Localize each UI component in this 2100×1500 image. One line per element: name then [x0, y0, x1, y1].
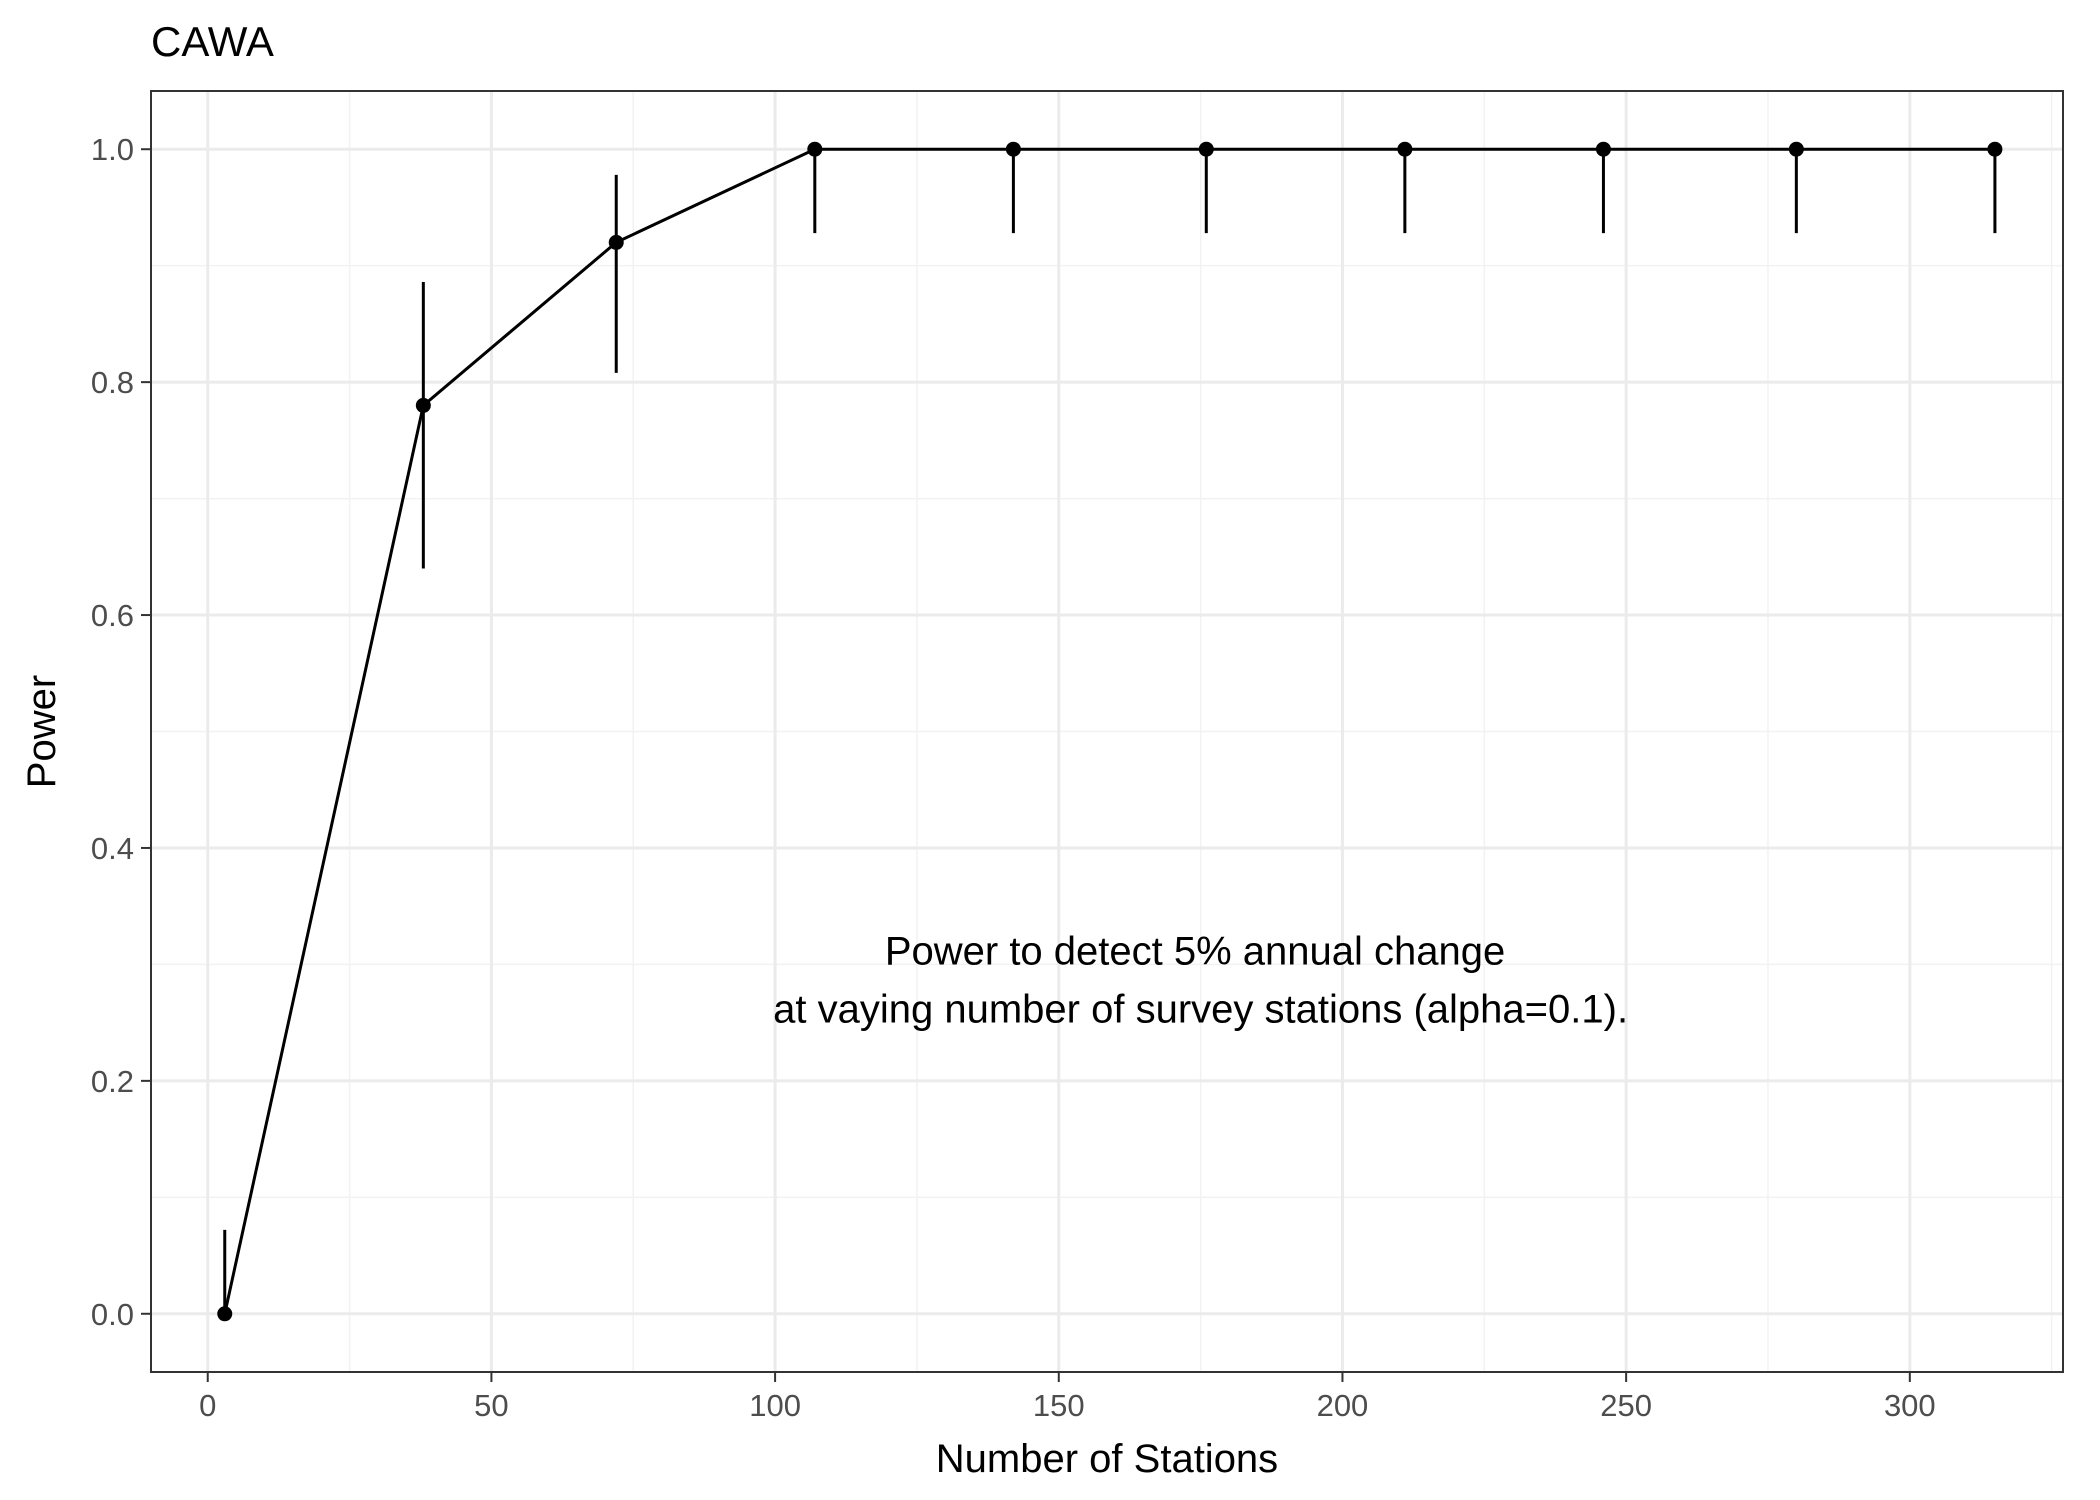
- data-point: [415, 397, 431, 413]
- annotation-line-2: at vaying number of survey stations (alp…: [773, 988, 1628, 1032]
- panel-border: [150, 90, 2064, 1373]
- series-line: [223, 147, 1995, 1315]
- y-axis-title: Power: [20, 675, 64, 788]
- annotation-line-1: Power to detect 5% annual change: [885, 930, 1505, 974]
- x-tick-label: 50: [474, 1388, 508, 1423]
- data-point: [1595, 141, 1611, 157]
- x-tick-label: 150: [1033, 1388, 1085, 1423]
- x-tick-label: 0: [199, 1388, 216, 1423]
- y-tick-label: 0.8: [91, 365, 134, 400]
- x-tick-label: 300: [1884, 1388, 1936, 1423]
- y-axis-ticks: 0.0 0.2 0.4 0.6 0.8 1.0: [91, 132, 151, 1332]
- data-point: [1987, 141, 2003, 157]
- y-tick-label: 0.6: [91, 598, 134, 633]
- x-axis-ticks: 0 50 100 150 200 250 300: [199, 1372, 1936, 1423]
- data-point: [1005, 141, 1021, 157]
- data-point: [217, 1306, 233, 1322]
- x-tick-label: 200: [1317, 1388, 1369, 1423]
- data-point: [1788, 141, 1804, 157]
- y-tick-label: 1.0: [91, 132, 134, 167]
- x-tick-label: 100: [749, 1388, 801, 1423]
- y-tick-label: 0.0: [91, 1297, 134, 1332]
- data-point: [1397, 141, 1413, 157]
- y-tick-label: 0.4: [91, 831, 134, 866]
- x-axis-title: Number of Stations: [936, 1437, 1278, 1481]
- data-point: [1198, 141, 1214, 157]
- data-point: [608, 234, 624, 250]
- chart-annotation: Power to detect 5% annual change at vayi…: [773, 930, 1628, 1032]
- minor-gridlines: [151, 91, 2063, 1372]
- y-tick-label: 0.2: [91, 1064, 134, 1099]
- power-series: [217, 141, 2003, 1322]
- x-tick-label: 250: [1600, 1388, 1652, 1423]
- chart-title: CAWA: [151, 18, 274, 65]
- data-point: [807, 141, 823, 157]
